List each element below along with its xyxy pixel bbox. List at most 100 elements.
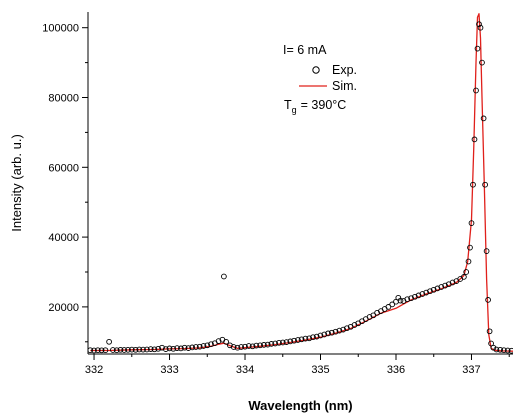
exp-point	[336, 327, 343, 334]
exp-point	[295, 337, 301, 343]
exp-point	[181, 344, 188, 351]
exp-point	[249, 343, 256, 350]
plot-frame	[87, 12, 513, 355]
legend-exp-label: Exp.	[332, 63, 357, 77]
exp-point	[486, 328, 493, 335]
exp-point	[408, 295, 414, 302]
exp-point	[94, 347, 101, 354]
exp-point	[465, 258, 472, 265]
annotation-temperature: Tg = 390°C	[284, 98, 346, 115]
exp-point	[223, 338, 229, 345]
exp-point	[132, 346, 139, 353]
exp-point	[91, 347, 97, 354]
exp-point	[508, 347, 513, 354]
legend-sim-label: Sim.	[332, 79, 357, 93]
y-tick-label: 100000	[42, 23, 79, 35]
legend: I= 6 mA Exp. Sim. Tg = 390°C	[283, 43, 357, 115]
exp-point	[504, 347, 511, 354]
exp-point	[272, 340, 279, 347]
exp-point	[340, 326, 347, 333]
exp-point	[261, 342, 267, 348]
exp-point	[415, 292, 422, 299]
exp-point	[221, 273, 227, 280]
x-tick-label: 337	[462, 364, 480, 376]
exp-point	[162, 346, 169, 352]
exp-point	[113, 347, 120, 354]
exp-point	[264, 341, 271, 348]
exp-series	[88, 21, 513, 354]
exp-point	[276, 339, 282, 346]
exp-point	[501, 347, 507, 354]
annotation-current: I= 6 mA	[283, 43, 327, 57]
exp-point	[328, 329, 335, 336]
exp-point	[434, 285, 441, 292]
sim-line	[90, 13, 513, 352]
exp-point	[463, 269, 470, 275]
exp-point	[121, 347, 128, 353]
y-axis-ticks: 20000 40000 60000 80000 100000	[42, 23, 88, 343]
exp-point	[174, 345, 180, 351]
exp-point	[230, 344, 237, 350]
exp-point	[98, 347, 105, 354]
series-layer	[88, 13, 513, 354]
exp-point	[344, 325, 350, 332]
exp-point	[370, 312, 377, 319]
exp-point	[483, 248, 490, 254]
exp-point	[102, 347, 109, 354]
exp-point	[147, 346, 154, 352]
exp-point	[474, 45, 481, 52]
y-axis-title: Intensity (arb. u.)	[9, 134, 24, 232]
exp-point	[242, 343, 248, 350]
exp-point	[449, 279, 456, 286]
exp-point	[125, 346, 131, 353]
exp-point	[140, 346, 146, 353]
exp-point	[397, 297, 404, 304]
exp-point	[332, 328, 339, 335]
exp-point	[419, 291, 426, 297]
exp-point	[412, 293, 418, 300]
x-tick-label: 334	[236, 364, 254, 376]
x-tick-label: 333	[160, 364, 178, 376]
exp-point	[471, 136, 478, 143]
exp-point	[287, 338, 294, 345]
exp-point	[404, 296, 411, 303]
exp-point	[136, 346, 143, 353]
exp-point	[283, 339, 290, 345]
exp-point	[302, 335, 309, 342]
exp-point	[268, 341, 275, 347]
exp-point	[170, 345, 177, 352]
exp-point	[238, 344, 245, 350]
x-axis-title: Wavelength (nm)	[248, 398, 352, 413]
sim-series	[90, 13, 513, 352]
exp-point	[477, 24, 484, 31]
y-tick-label: 20000	[48, 302, 79, 314]
exp-point	[159, 344, 165, 351]
exp-point	[490, 344, 497, 351]
exp-point	[488, 340, 494, 347]
exp-point	[470, 181, 476, 188]
exp-point	[117, 346, 124, 353]
exp-point	[234, 344, 241, 351]
exp-point	[151, 346, 158, 353]
exp-point	[204, 342, 211, 349]
exp-point	[438, 284, 445, 290]
exp-point	[128, 346, 135, 353]
exp-point	[480, 115, 487, 122]
exp-point	[317, 332, 324, 339]
exp-point	[493, 346, 500, 353]
exp-point	[467, 244, 473, 251]
exp-point	[298, 336, 305, 343]
exp-point	[166, 345, 173, 352]
exp-point	[427, 288, 433, 295]
exp-point	[279, 339, 286, 346]
exp-point	[193, 344, 199, 350]
exp-point	[389, 301, 396, 308]
annotation-temperature-prefix: T	[284, 98, 292, 112]
y-tick-label: 60000	[48, 162, 79, 174]
exp-point	[189, 344, 196, 351]
exp-point	[110, 347, 116, 353]
exp-point	[196, 343, 203, 350]
exp-point	[106, 338, 112, 345]
exp-point	[257, 342, 263, 349]
exp-point	[423, 289, 430, 296]
